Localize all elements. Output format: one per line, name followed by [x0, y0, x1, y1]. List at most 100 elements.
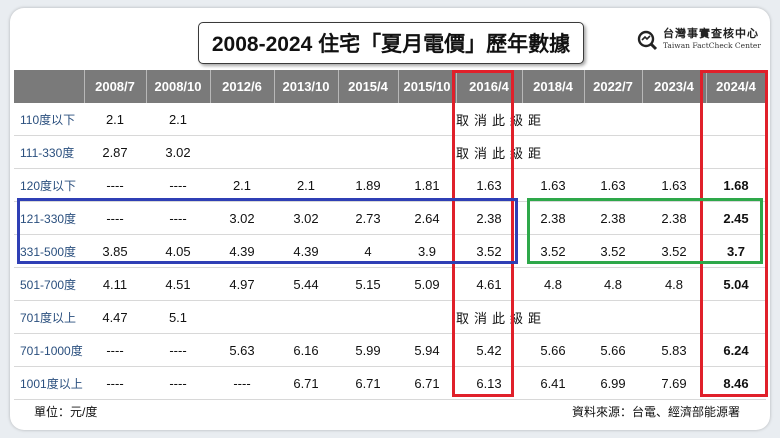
column-header: 2013/10 — [274, 70, 339, 103]
table-cell: 5.1 — [146, 300, 210, 334]
empty-cell — [210, 300, 456, 334]
table-cell: 3.02 — [146, 135, 210, 169]
table-cell: 2.1 — [84, 103, 146, 136]
column-header: 2023/4 — [642, 70, 707, 103]
column-header: 2008/7 — [84, 70, 147, 103]
table-cell: 1.81 — [398, 168, 456, 202]
table-cell: ---- — [210, 366, 274, 400]
table-cell: ---- — [146, 168, 210, 202]
table-cell: 6.16 — [274, 333, 338, 367]
table-cell: 5.09 — [398, 267, 456, 301]
empty-cell — [210, 103, 456, 136]
table-cell: ---- — [146, 201, 210, 235]
table-cell: 4.97 — [210, 267, 274, 301]
row-label: 121-330度 — [14, 201, 84, 235]
table-cell: 2.38 — [584, 201, 642, 235]
table-cell: 2.87 — [84, 135, 146, 169]
row-label: 110度以下 — [14, 103, 84, 136]
column-header: 2008/10 — [146, 70, 211, 103]
table-row: 501-700度 4.11 4.51 4.97 5.44 5.15 5.09 4… — [14, 267, 766, 301]
highlight-green-rows — [527, 198, 763, 264]
table-cell: 2.45 — [706, 201, 766, 235]
table-cell: 2.1 — [274, 168, 338, 202]
magnifier-logo-icon — [637, 30, 658, 51]
table-cell: 2.38 — [642, 201, 706, 235]
highlight-2024-column — [700, 70, 768, 397]
table-row: 701-1000度 ---- ---- 5.63 6.16 5.99 5.94 … — [14, 333, 766, 367]
table-cell: 5.63 — [210, 333, 274, 367]
logo-name-cn: 台灣事實查核中心 — [663, 28, 759, 40]
table-cell: 2.1 — [146, 103, 210, 136]
table-cell: ---- — [146, 366, 210, 400]
table-cell: 5.66 — [522, 333, 584, 367]
column-header: 2018/4 — [522, 70, 585, 103]
table-cell: 4.8 — [642, 267, 706, 301]
table-cell: 4.8 — [584, 267, 642, 301]
table-row: 121-330度 ---- ---- 3.02 3.02 2.73 2.64 2… — [14, 201, 766, 235]
table-cell: 5.04 — [706, 267, 766, 301]
rate-table: 2008/7 2008/10 2012/6 2013/10 2015/4 201… — [14, 70, 767, 400]
table-cell: 2.1 — [210, 168, 274, 202]
tier-removed-note: 取消此級距 — [456, 300, 766, 334]
table-cell: ---- — [84, 366, 146, 400]
column-header: 2015/10 — [398, 70, 457, 103]
row-label: 111-330度 — [14, 135, 84, 169]
column-header: 2022/7 — [584, 70, 643, 103]
table-cell: 3.02 — [274, 201, 338, 235]
row-label: 701-1000度 — [14, 333, 84, 367]
table-cell: 1.63 — [642, 168, 706, 202]
table-cell: ---- — [84, 168, 146, 202]
table-cell: 4.8 — [522, 267, 584, 301]
table-cell: ---- — [146, 333, 210, 367]
table-cell: 6.71 — [338, 366, 398, 400]
highlight-blue-rows — [17, 198, 518, 264]
table-cell: 2.73 — [338, 201, 398, 235]
table-cell: 5.44 — [274, 267, 338, 301]
table-header-row: 2008/7 2008/10 2012/6 2013/10 2015/4 201… — [14, 70, 767, 103]
highlight-2016-column — [452, 70, 514, 397]
table-cell: 6.24 — [706, 333, 766, 367]
row-label: 1001度以上 — [14, 366, 84, 400]
source-note: 資料來源：台電、經濟部能源署 — [571, 405, 740, 419]
logo-name-en: Taiwan FactCheck Center — [663, 41, 761, 50]
tier-removed-note: 取消此級距 — [456, 103, 766, 136]
header-corner — [14, 70, 85, 103]
table-cell: 2.64 — [398, 201, 456, 235]
unit-note: 單位：元/度 — [34, 405, 98, 419]
table-cell: 5.66 — [584, 333, 642, 367]
page-title: 2008-2024 住宅「夏月電價」歷年數據 — [198, 22, 584, 64]
table-cell: 6.71 — [274, 366, 338, 400]
factcheck-logo: 台灣事實查核中心 Taiwan FactCheck Center — [636, 28, 761, 52]
table-cell: 6.99 — [584, 366, 642, 400]
table-cell: 5.99 — [338, 333, 398, 367]
table-cell: 6.71 — [398, 366, 456, 400]
table-cell: 7.69 — [642, 366, 706, 400]
row-label: 120度以下 — [14, 168, 84, 202]
column-header: 2024/4 — [706, 70, 767, 103]
table-row: 110度以下 2.1 2.1 取消此級距 — [14, 103, 766, 136]
tier-removed-note: 取消此級距 — [456, 135, 766, 169]
table-cell: 3.02 — [210, 201, 274, 235]
table-cell: 4.11 — [84, 267, 146, 301]
table-cell: ---- — [84, 201, 146, 235]
column-header: 2012/6 — [210, 70, 275, 103]
table-cell: 5.83 — [642, 333, 706, 367]
table-cell: 4.47 — [84, 300, 146, 334]
table-cell: 1.89 — [338, 168, 398, 202]
column-header: 2015/4 — [338, 70, 399, 103]
row-label: 701度以上 — [14, 300, 84, 334]
table-cell: 1.63 — [584, 168, 642, 202]
table-cell: 6.41 — [522, 366, 584, 400]
table-cell: ---- — [84, 333, 146, 367]
table-cell: 1.63 — [522, 168, 584, 202]
empty-cell — [210, 135, 456, 169]
table-cell: 1.68 — [706, 168, 766, 202]
row-label: 501-700度 — [14, 267, 84, 301]
table-row: 1001度以上 ---- ---- ---- 6.71 6.71 6.71 6.… — [14, 366, 766, 400]
table-cell: 5.94 — [398, 333, 456, 367]
table-cell: 4.51 — [146, 267, 210, 301]
table-cell: 5.15 — [338, 267, 398, 301]
table-cell: 2.38 — [522, 201, 584, 235]
table-row: 120度以下 ---- ---- 2.1 2.1 1.89 1.81 1.63 … — [14, 168, 766, 202]
table-row: 111-330度 2.87 3.02 取消此級距 — [14, 135, 766, 169]
